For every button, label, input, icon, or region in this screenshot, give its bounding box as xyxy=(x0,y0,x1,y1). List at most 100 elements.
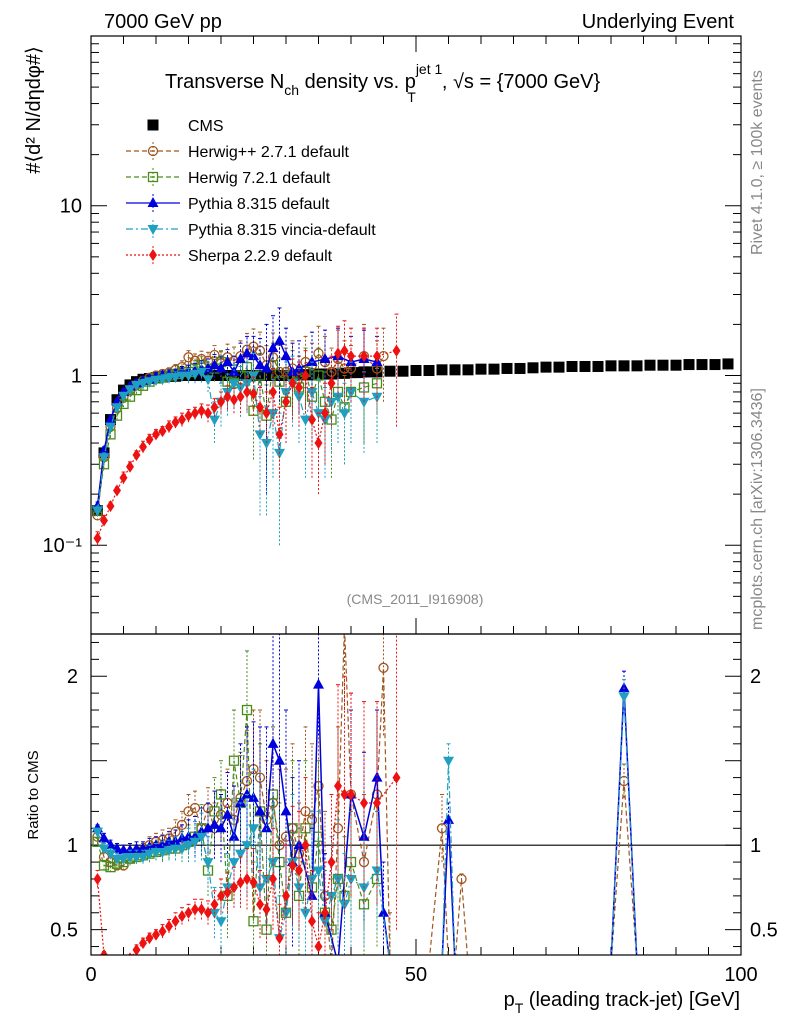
y-tick-label-ratio: 0.5 xyxy=(50,920,78,942)
data-point xyxy=(631,360,643,372)
data-point xyxy=(392,771,401,784)
data-point xyxy=(319,415,331,426)
data-point xyxy=(183,806,194,817)
data-point xyxy=(204,906,212,919)
data-point xyxy=(92,506,103,517)
x-tick-label: 0 xyxy=(85,964,96,986)
data-point xyxy=(295,864,303,877)
data-point xyxy=(120,957,128,969)
data-point xyxy=(189,837,201,848)
data-point xyxy=(241,841,253,852)
series-line xyxy=(96,634,637,955)
data-point xyxy=(334,347,342,360)
x-tick-label: 50 xyxy=(405,964,427,986)
data-point xyxy=(131,380,142,391)
ratio-plot-series xyxy=(92,634,638,969)
data-point xyxy=(241,379,253,390)
data-point xyxy=(241,347,253,358)
series-line xyxy=(96,696,638,955)
data-point xyxy=(113,957,121,969)
data-point xyxy=(150,376,162,387)
data-point xyxy=(145,433,154,446)
data-point xyxy=(514,362,526,374)
data-point xyxy=(352,367,363,379)
data-point xyxy=(314,437,323,450)
data-point xyxy=(145,932,154,945)
data-point xyxy=(93,872,102,885)
data-point xyxy=(327,377,336,390)
data-point xyxy=(360,796,368,809)
legend-entry-herwigpp: Herwig++ 2.7.1 default xyxy=(126,142,350,161)
data-point xyxy=(165,420,173,433)
data-point xyxy=(275,932,284,945)
data-point xyxy=(262,903,271,916)
data-point xyxy=(236,390,245,403)
data-point xyxy=(209,806,220,817)
data-point xyxy=(178,910,186,923)
main-axis-ticks: 10⁻¹ 1 10 xyxy=(43,36,742,635)
header-right: Underlying Event xyxy=(582,11,735,33)
data-point xyxy=(144,849,155,860)
data-point xyxy=(217,395,225,408)
data-point xyxy=(209,369,220,381)
data-point xyxy=(306,356,318,367)
data-point xyxy=(171,915,180,928)
data-point xyxy=(243,872,251,885)
data-point xyxy=(106,500,115,513)
data-point xyxy=(301,839,310,852)
data-point xyxy=(443,756,454,767)
data-point xyxy=(280,387,292,398)
data-point xyxy=(592,360,604,372)
data-point xyxy=(183,371,194,382)
data-point xyxy=(339,900,350,911)
data-point xyxy=(100,949,108,955)
data-point xyxy=(274,334,285,345)
data-point xyxy=(347,350,355,363)
data-point xyxy=(397,365,409,377)
data-point xyxy=(709,359,721,371)
y-tick-label-ratio-right: 0.5 xyxy=(750,920,778,942)
data-point xyxy=(267,737,279,748)
legend-marker xyxy=(147,119,159,131)
data-point xyxy=(373,350,381,363)
data-point xyxy=(261,822,272,833)
data-point xyxy=(288,859,297,872)
data-point xyxy=(113,484,121,497)
data-point xyxy=(137,379,149,390)
data-point xyxy=(178,413,186,426)
data-point xyxy=(308,915,316,928)
series-sherpa xyxy=(93,313,401,546)
legend-marker xyxy=(149,249,157,261)
data-point xyxy=(618,682,630,693)
data-point xyxy=(683,359,695,371)
data-point xyxy=(475,363,487,375)
data-point xyxy=(209,415,220,426)
data-point xyxy=(553,361,565,373)
mcplots-label: mcplots.cern.ch [arXiv:1306.3436] xyxy=(749,388,766,630)
data-point xyxy=(202,822,214,833)
data-point xyxy=(105,861,116,873)
data-point xyxy=(223,390,232,403)
data-point xyxy=(657,359,669,371)
legend-marker xyxy=(147,171,159,183)
series-line xyxy=(96,371,378,511)
data-point xyxy=(235,849,246,860)
data-point xyxy=(313,409,324,420)
legend-label: CMS xyxy=(188,118,224,135)
data-point xyxy=(340,788,349,801)
data-point xyxy=(313,780,324,792)
data-point xyxy=(171,416,180,429)
data-point xyxy=(228,858,240,869)
data-point xyxy=(462,364,474,376)
data-point xyxy=(436,364,448,376)
series-pythia xyxy=(92,307,383,511)
data-point xyxy=(197,404,206,417)
series-vincia xyxy=(92,352,383,546)
legend-label: Sherpa 2.2.9 default xyxy=(188,248,333,265)
data-point xyxy=(243,385,251,398)
data-point xyxy=(300,908,311,919)
data-point xyxy=(235,353,246,364)
data-point xyxy=(254,359,266,370)
data-point xyxy=(210,898,219,911)
